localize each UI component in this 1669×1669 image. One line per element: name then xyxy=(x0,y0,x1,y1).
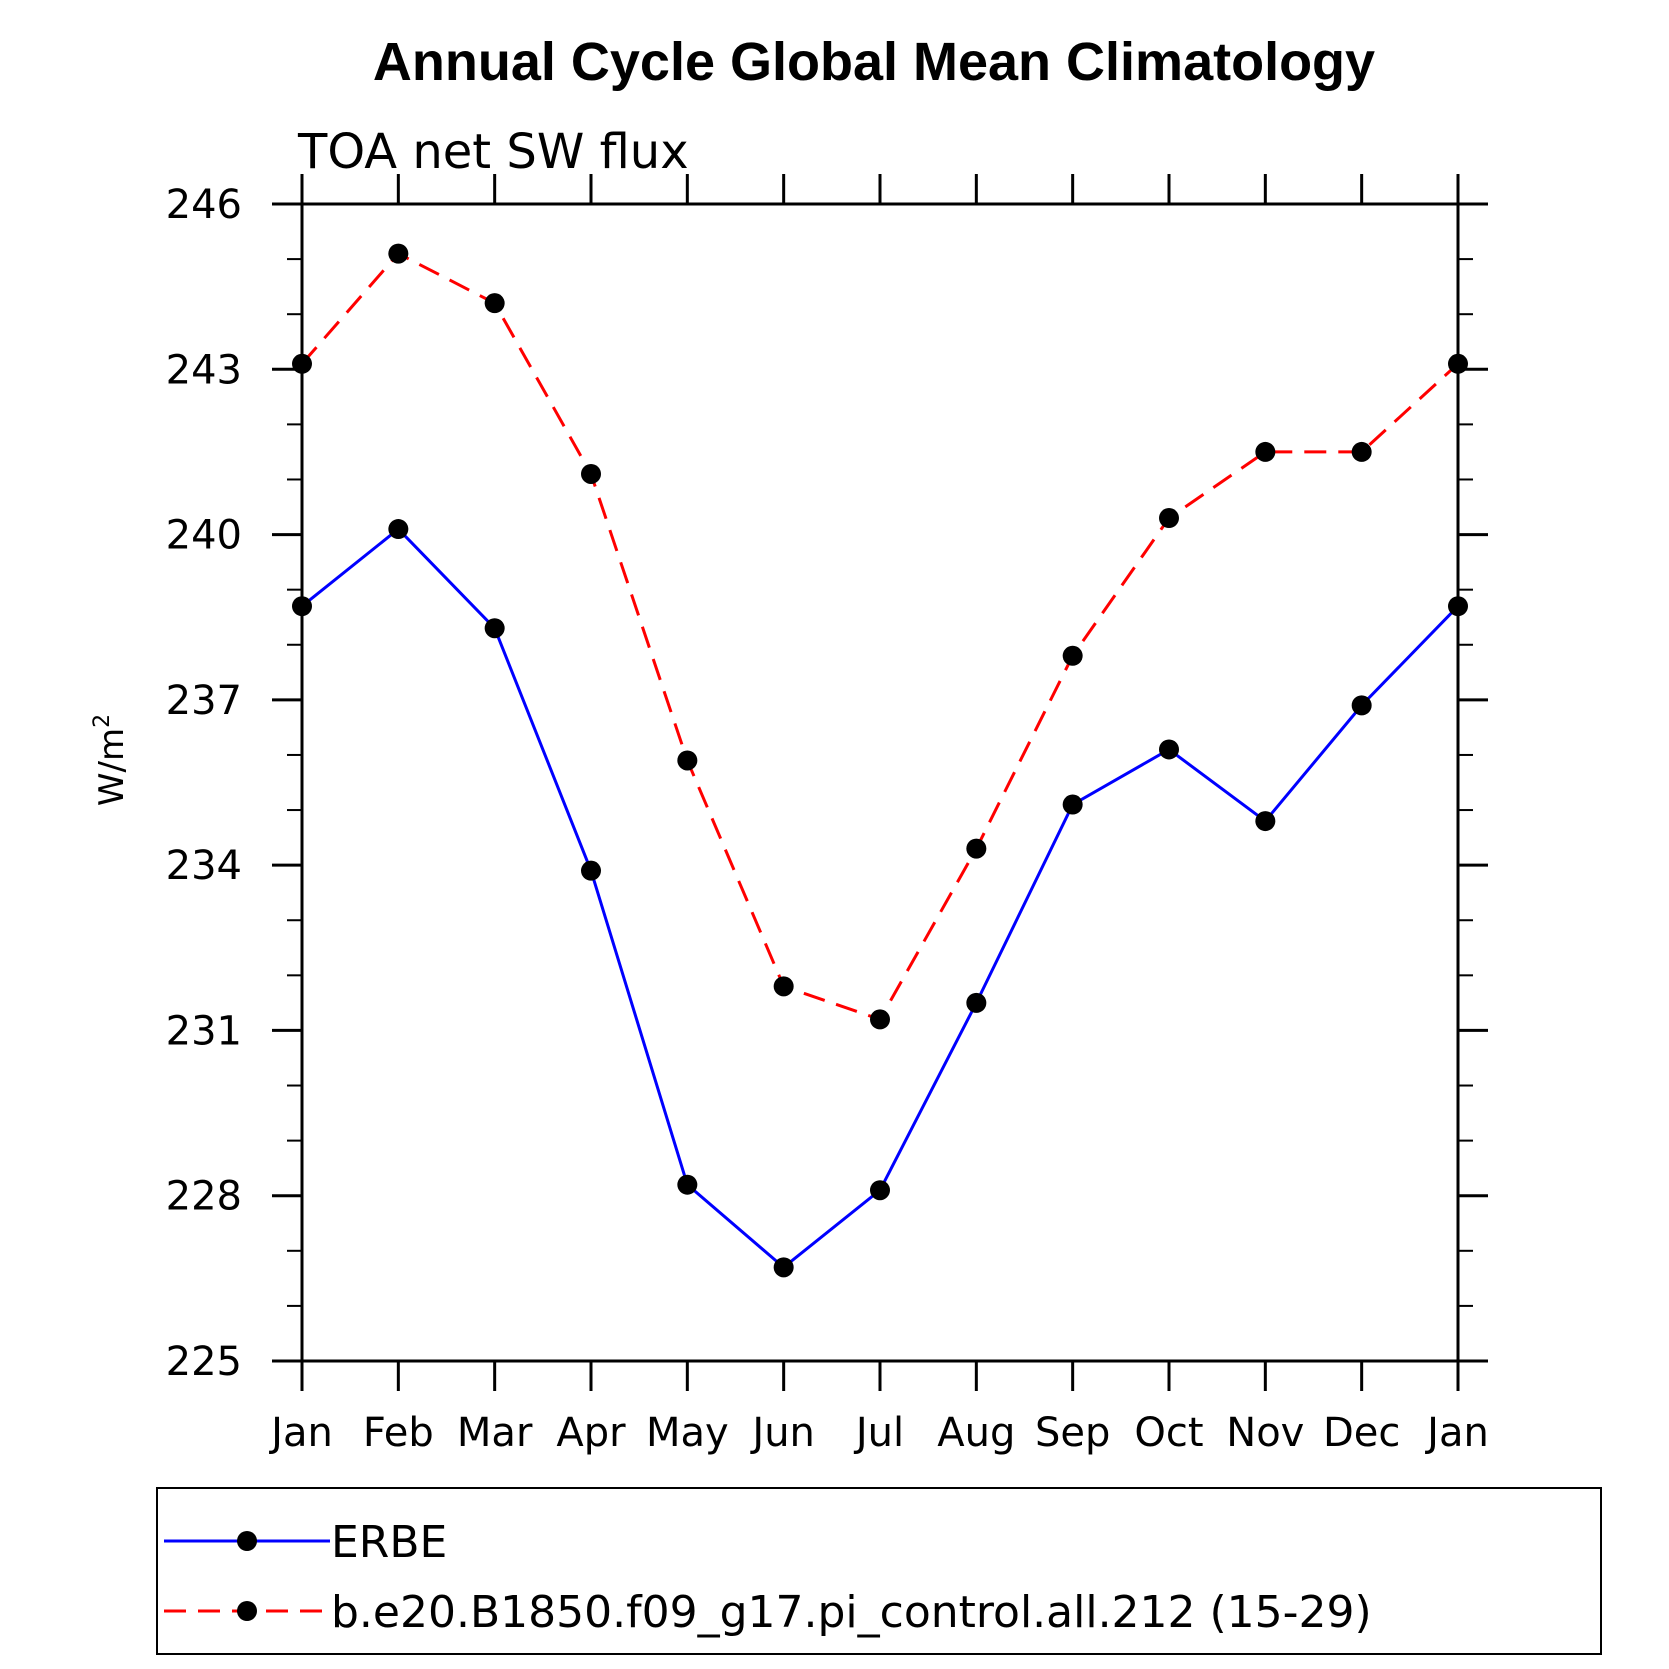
x-tick-label: Feb xyxy=(363,1410,434,1456)
x-tick-label: Mar xyxy=(457,1410,533,1456)
x-tick-label: May xyxy=(646,1410,729,1456)
y-tick-label: 243 xyxy=(166,347,242,393)
svg-text:W/m2: W/m2 xyxy=(90,714,132,806)
series-2-point xyxy=(292,353,312,374)
series-2-point xyxy=(773,976,794,997)
series-2-point xyxy=(1159,508,1179,529)
chart-title: Annual Cycle Global Mean Climatology xyxy=(373,32,1375,92)
legend-label-1: ERBE xyxy=(331,1517,447,1568)
series-1-point xyxy=(581,860,601,881)
legend-marker-1 xyxy=(237,1531,257,1551)
series-1-point xyxy=(870,1180,890,1201)
y-tick-label: 225 xyxy=(166,1339,242,1385)
series-2-point xyxy=(966,838,987,859)
y-tick-label: 228 xyxy=(166,1174,242,1220)
x-tick-label: Dec xyxy=(1323,1410,1400,1456)
series-2-point xyxy=(484,293,505,314)
series-2-point xyxy=(1255,441,1276,462)
y-axis-label-text: W/m xyxy=(92,728,132,806)
x-tick-label: Jun xyxy=(749,1410,815,1456)
series-2-point xyxy=(677,750,698,771)
series-2-point xyxy=(1062,645,1083,666)
series-line-2 xyxy=(300,251,1460,1022)
legend-label-2: b.e20.B1850.f09_g17.pi_control.all.212 (… xyxy=(331,1587,1372,1638)
series-1-point xyxy=(388,519,409,540)
series-1-point xyxy=(1159,739,1179,760)
y-axis-label-superscript: 2 xyxy=(90,714,115,728)
legend: ERBE b.e20.B1850.f09_g17.pi_control.all.2… xyxy=(156,1487,1602,1655)
x-tick-label: Jan xyxy=(268,1410,333,1456)
y-tick-label: 237 xyxy=(166,678,242,724)
x-axis-ticks: Jan Feb Mar Apr May Jun Jul Aug Sep Oct Nov Dec Jan xyxy=(268,174,1489,1456)
series-2-point xyxy=(388,243,409,264)
series-1-point xyxy=(1062,794,1083,815)
series-1-point xyxy=(966,992,987,1013)
legend-marker-2 xyxy=(237,1601,257,1621)
y-axis-label: W/m2 xyxy=(90,714,132,806)
series-2-point xyxy=(870,1009,890,1030)
series-2-point xyxy=(581,463,601,484)
series-2-point xyxy=(1448,353,1468,374)
series-1-point xyxy=(1448,596,1468,617)
x-tick-label: Apr xyxy=(556,1410,626,1456)
y-tick-label: 234 xyxy=(166,843,242,889)
series-line-1 xyxy=(301,527,1460,1270)
y-axis-ticks: 225 228 231 234 237 240 243 246 xyxy=(166,182,1488,1385)
x-tick-label: Oct xyxy=(1134,1410,1203,1456)
y-tick-label: 231 xyxy=(166,1008,242,1054)
legend-items: ERBE b.e20.B1850.f09_g17.pi_control.all.2… xyxy=(164,1517,1372,1638)
x-tick-label: Jul xyxy=(853,1410,904,1456)
x-tick-label: Jan xyxy=(1424,1410,1489,1456)
series-layer xyxy=(292,243,1468,1278)
series-1-point xyxy=(1255,811,1276,832)
series-2-point xyxy=(1351,441,1372,462)
series-1-point xyxy=(773,1257,794,1278)
series-1-point xyxy=(677,1174,698,1195)
chart-subtitle: TOA net SW flux xyxy=(297,124,689,180)
series-1-point xyxy=(292,596,312,617)
series-1-point xyxy=(1351,695,1372,716)
y-tick-label: 246 xyxy=(166,182,242,228)
x-tick-label: Nov xyxy=(1226,1410,1304,1456)
x-tick-label: Aug xyxy=(937,1410,1015,1456)
legend-box xyxy=(156,1487,1602,1655)
y-tick-label: 240 xyxy=(166,513,242,559)
x-tick-label: Sep xyxy=(1035,1410,1110,1456)
series-1-point xyxy=(484,618,505,639)
